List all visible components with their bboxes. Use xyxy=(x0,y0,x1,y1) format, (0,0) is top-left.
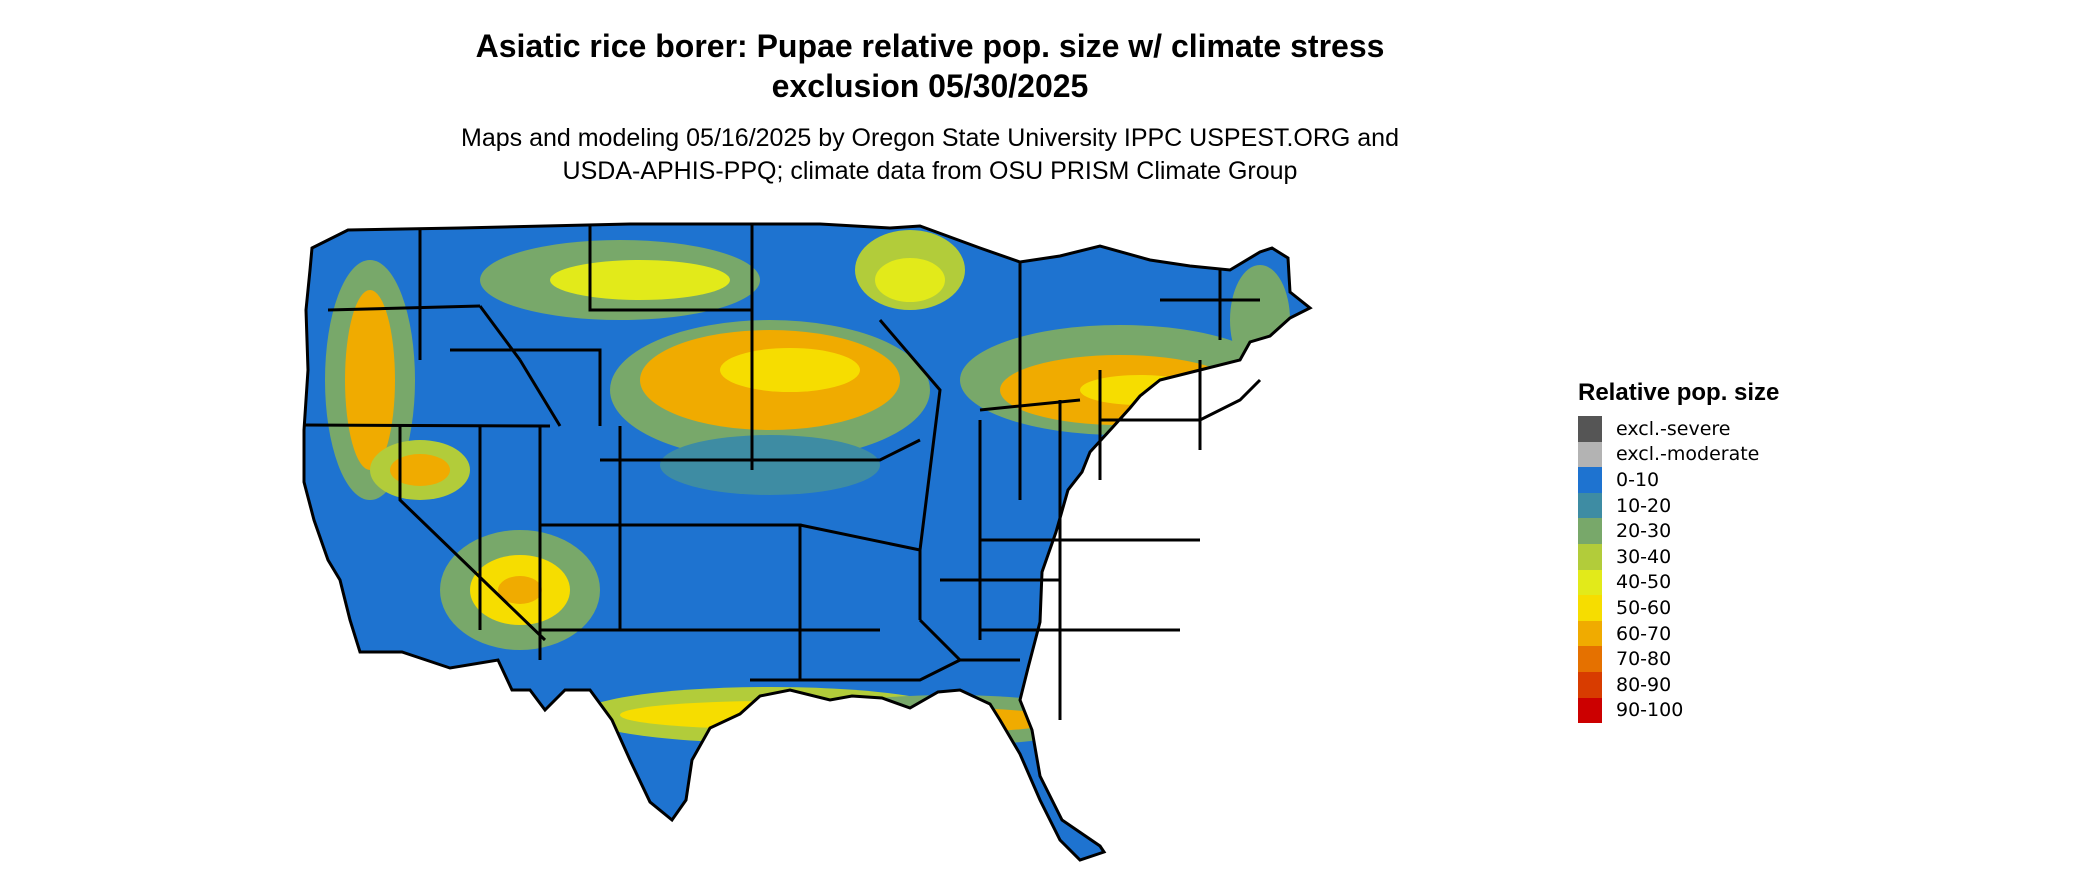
legend-label: 30-40 xyxy=(1616,545,1672,568)
legend-item: 60-70 xyxy=(1578,620,1779,647)
legend-swatch xyxy=(1578,518,1602,544)
legend-item: 30-40 xyxy=(1578,543,1779,570)
map-subtitle-line1: Maps and modeling 05/16/2025 by Oregon S… xyxy=(461,124,1399,152)
legend-label: 90-100 xyxy=(1616,699,1684,722)
legend-swatch xyxy=(1578,697,1602,724)
legend-swatch xyxy=(1578,620,1602,647)
legend-item: 40-50 xyxy=(1578,569,1779,596)
legend-item: 70-80 xyxy=(1578,646,1779,672)
legend-label: excl.-severe xyxy=(1616,417,1731,440)
map-title-line2: exclusion 05/30/2025 xyxy=(771,68,1089,104)
legend-item: 50-60 xyxy=(1578,595,1779,621)
legend-swatch xyxy=(1578,646,1602,672)
legend-label: excl.-moderate xyxy=(1616,443,1760,466)
legend-swatch xyxy=(1578,467,1602,493)
legend: Relative pop. size excl.-severe excl.-mod… xyxy=(1578,378,1780,724)
legend-item: 20-30 xyxy=(1578,518,1779,544)
legend-label: 60-70 xyxy=(1616,622,1672,645)
legend-label: 10-20 xyxy=(1616,494,1672,517)
legend-swatch xyxy=(1578,543,1602,570)
legend-swatch xyxy=(1578,671,1602,698)
legend-label: 50-60 xyxy=(1616,596,1672,619)
legend-swatch xyxy=(1578,492,1602,519)
legend-swatch xyxy=(1578,441,1602,468)
legend-items: excl.-severe excl.-moderate 0-10 10-20 20-30… xyxy=(1578,416,1779,724)
legend-item: 10-20 xyxy=(1578,492,1779,519)
state-borders xyxy=(302,222,1313,862)
legend-label: 70-80 xyxy=(1616,648,1672,671)
legend-label: 0-10 xyxy=(1616,468,1660,491)
legend-swatch xyxy=(1578,595,1602,621)
legend-title: Relative pop. size xyxy=(1578,379,1780,406)
map-subtitle-line2: USDA-APHIS-PPQ; climate data from OSU PR… xyxy=(562,157,1298,185)
legend-item: excl.-severe xyxy=(1578,416,1779,442)
legend-item: 0-10 xyxy=(1578,467,1779,493)
legend-item: excl.-moderate xyxy=(1578,441,1779,468)
legend-label: 80-90 xyxy=(1616,673,1672,696)
legend-swatch xyxy=(1578,416,1602,442)
population-surface xyxy=(304,224,1310,860)
map-title-line1: Asiatic rice borer: Pupae relative pop. … xyxy=(475,28,1385,64)
us-map xyxy=(302,222,1313,862)
legend-label: 40-50 xyxy=(1616,571,1672,594)
legend-swatch xyxy=(1578,569,1602,596)
legend-item: 90-100 xyxy=(1578,697,1779,724)
legend-item: 80-90 xyxy=(1578,671,1779,698)
legend-label: 20-30 xyxy=(1616,520,1672,543)
